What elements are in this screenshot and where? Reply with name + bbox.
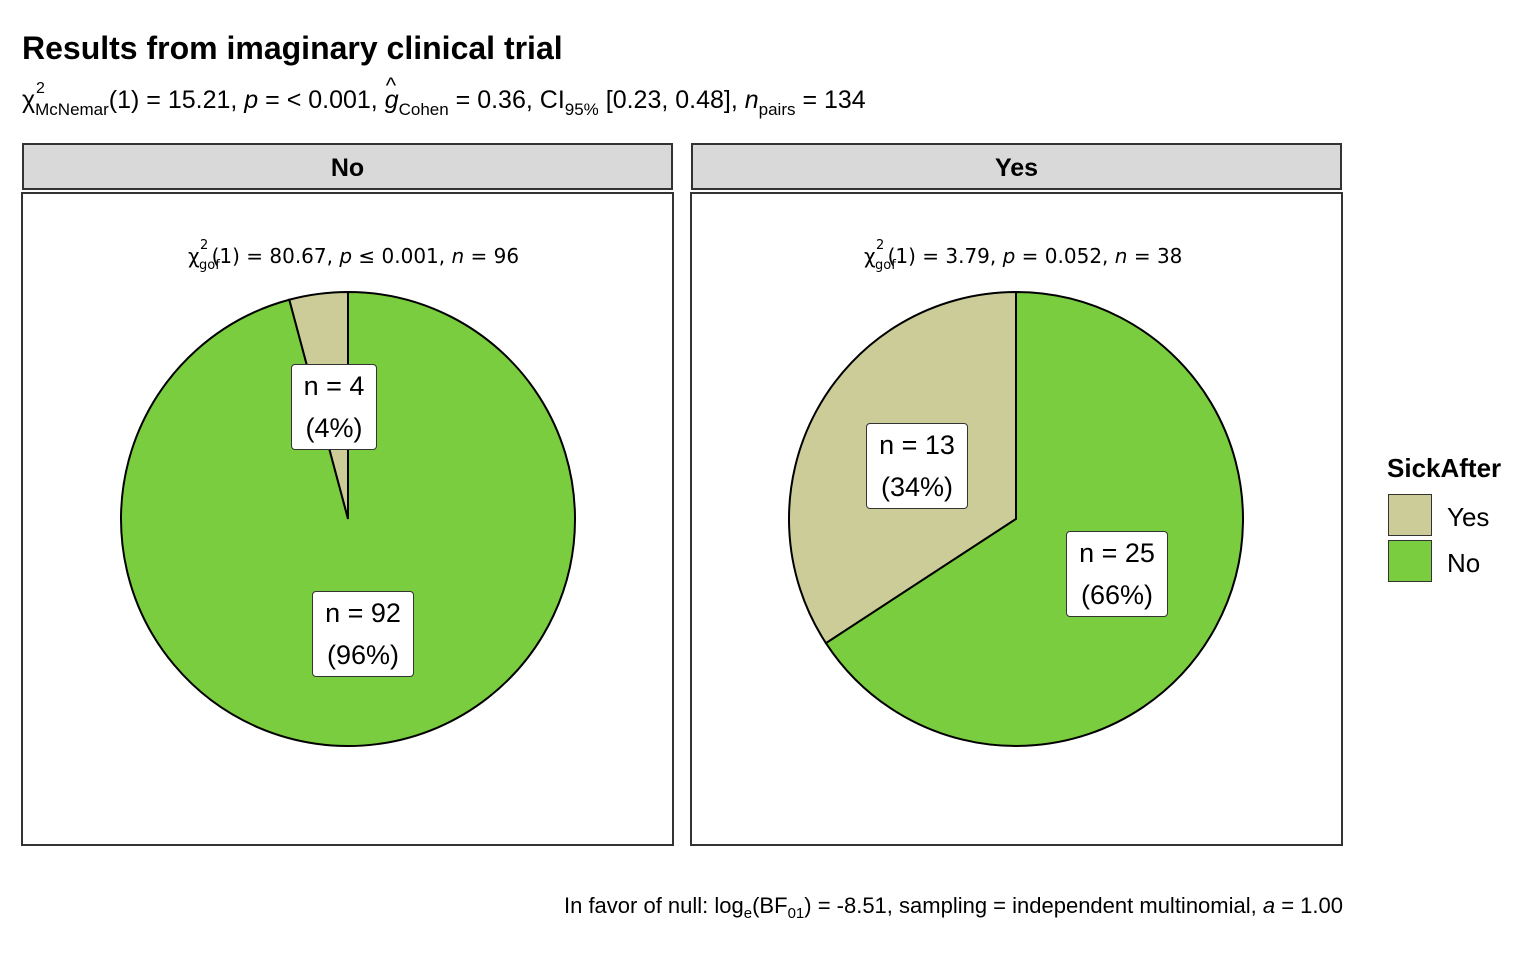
legend-label-yes: Yes [1447, 502, 1490, 532]
chart-title: Results from imaginary clinical trial [22, 30, 563, 66]
chi-superscript: 2 [36, 80, 45, 97]
slice-label-yes-no: n = 25 (66%) [1066, 531, 1168, 617]
n-symbol: n [744, 86, 759, 114]
legend-key-yes [1388, 494, 1432, 536]
slice-label-no-no: n = 92 (96%) [312, 591, 414, 677]
slice-label-no-yes: n = 4 (4%) [291, 364, 377, 450]
g-hat: ^ [385, 73, 397, 98]
legend-key-no [1388, 540, 1432, 582]
pie-slice-yes-no [824, 290, 1244, 747]
g-subscript: Cohen [398, 100, 449, 119]
p-symbol: p [244, 86, 259, 114]
chi-value: (1) = 15.21, [108, 86, 245, 114]
slice-label-yes-yes: n = 13 (34%) [866, 423, 968, 509]
facet-strip-no: No [22, 143, 673, 190]
p-value: = < 0.001, [258, 86, 385, 114]
facet-stat-yes: χ 2 gof (1) = 3.79, p = 0.052, n = 38 [864, 238, 1183, 273]
chi-subscript: McNemar [35, 100, 109, 119]
subtitle-statistics: χ 2 McNemar(1) = 15.21, p = < 0.001, g ^ Coh… [22, 73, 866, 126]
ci-subscript: 95% [564, 100, 599, 119]
ci-value: [0.23, 0.48], [598, 86, 745, 114]
legend-title: SickAfter [1387, 453, 1502, 483]
bayes-caption: In favor of null: loge(BF01) = -8.51, sa… [563, 893, 1343, 922]
n-value: = 134 [795, 86, 866, 114]
facet-stat-no: χ 2 gof (1) = 80.67, p ≤ 0.001, n = 96 [188, 238, 520, 273]
legend-label-no: No [1447, 548, 1481, 578]
g-value: = 0.36, CI [448, 86, 565, 114]
n-subscript: pairs [758, 100, 796, 119]
pie-slice-no-no [120, 290, 576, 747]
facet-strip-yes: Yes [691, 143, 1342, 190]
g-symbol: g ^ [384, 73, 399, 114]
